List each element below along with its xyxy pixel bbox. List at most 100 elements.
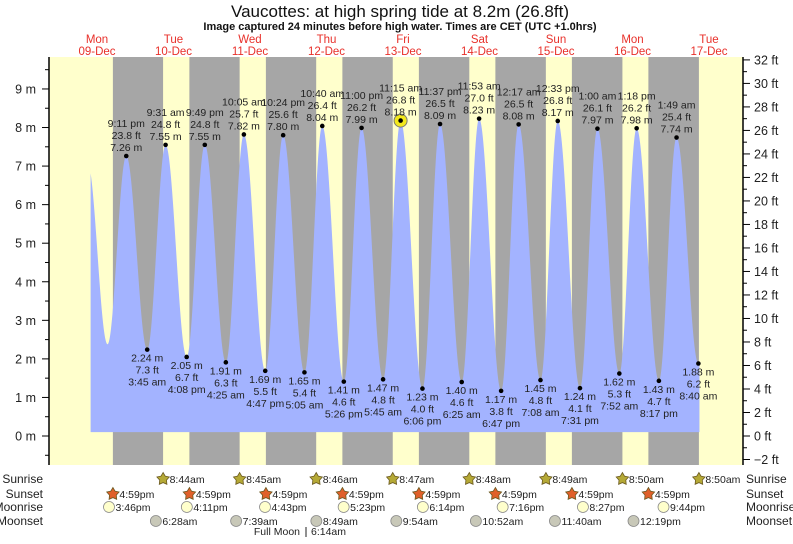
sunrise-time: 8:47am bbox=[399, 474, 434, 486]
sunrise-time: 8:44am bbox=[170, 474, 205, 486]
tide-point bbox=[516, 122, 521, 127]
sunset-time: 4:59pm bbox=[196, 489, 231, 501]
sunrise-row-label-right: Sunrise bbox=[746, 472, 787, 486]
left-tick-label: 2 m bbox=[15, 352, 36, 366]
moonrise-time: 6:14pm bbox=[429, 502, 464, 514]
tide-label-m-label: 1.23 m bbox=[406, 392, 438, 404]
tide-label-time: 11:15 am bbox=[379, 83, 422, 95]
tide-label-time: 7:08 am bbox=[522, 407, 560, 419]
sunrise-star-icon bbox=[309, 471, 324, 485]
right-tick-label: 28 ft bbox=[754, 100, 779, 114]
tide-label-time: 11:53 am bbox=[458, 81, 501, 93]
moonrise-event: 7:16pm bbox=[496, 501, 544, 514]
sunrise-time: 8:46am bbox=[323, 474, 358, 486]
right-tick-label: 12 ft bbox=[754, 288, 779, 302]
day-label-dow: Mon bbox=[86, 34, 108, 46]
sunset-star-icon bbox=[182, 486, 197, 500]
tide-label-ft: 26.5 ft bbox=[504, 98, 533, 110]
tide-label-time: 6:47 pm bbox=[482, 418, 520, 430]
tide-label-m-label: 7.97 m bbox=[581, 115, 613, 127]
sunset-time: 4:59pm bbox=[349, 489, 384, 501]
tide-point bbox=[634, 125, 639, 131]
right-tick-label: 20 ft bbox=[754, 194, 779, 208]
moonset-event: 10:52am bbox=[469, 515, 524, 528]
moonset-time: 11:40am bbox=[561, 516, 601, 528]
tide-label-ft: 25.7 ft bbox=[229, 108, 258, 120]
tide-label-ft: 4.6 ft bbox=[332, 397, 355, 409]
tide-label-ft: 26.8 ft bbox=[543, 95, 572, 107]
day-label-date: 09-Dec bbox=[78, 46, 115, 58]
sunset-star-icon bbox=[564, 486, 579, 500]
tide-label-ft: 4.6 ft bbox=[450, 397, 473, 409]
moonrise-time: 3:46pm bbox=[116, 502, 151, 514]
moonset-moon-icon bbox=[310, 515, 323, 527]
right-tick-label: 0 ft bbox=[754, 430, 772, 444]
tide-point bbox=[359, 125, 364, 131]
tide-label-m-label: 7.74 m bbox=[660, 124, 692, 136]
tide-label-time: 1:49 am bbox=[658, 100, 696, 112]
sunset-star-icon bbox=[105, 486, 120, 500]
tide-label-time: 9:11 pm bbox=[108, 118, 145, 130]
sunset-time: 4:59pm bbox=[578, 489, 613, 501]
right-tick-label: −2 ft bbox=[754, 453, 779, 467]
moonrise-row-label-left: Moonrise bbox=[0, 500, 43, 514]
moonset-event: 9:54am bbox=[390, 515, 438, 528]
low-tide-marker: 1.24 m4.1 ft7:31 pm bbox=[561, 385, 599, 427]
sunrise-event: 8:44am bbox=[156, 471, 205, 486]
sun-moon-events: SunriseSunriseSunsetSunsetMoonriseMoonri… bbox=[0, 471, 793, 538]
tide-label-m-label: 7.99 m bbox=[346, 114, 378, 126]
tide-label-time: 5:05 am bbox=[285, 399, 323, 411]
sunrise-time: 8:50am bbox=[629, 474, 664, 486]
moonset-event: 11:40am bbox=[549, 515, 602, 528]
tide-label-time: 8:40 am bbox=[679, 391, 717, 403]
tide-label-ft: 25.4 ft bbox=[662, 112, 691, 124]
moonrise-row-label-right: Moonrise bbox=[746, 500, 793, 514]
tide-point bbox=[437, 121, 443, 127]
tide-label-m-label: 1.24 m bbox=[564, 391, 596, 403]
low-tide-marker: 1.91 m6.3 ft4:25 am bbox=[207, 360, 245, 401]
sunset-event: 4:59pm bbox=[258, 486, 308, 501]
tide-point bbox=[555, 118, 561, 124]
tide-label-ft: 4.8 ft bbox=[371, 394, 394, 406]
low-tide-marker: 1.17 m3.8 ft6:47 pm bbox=[482, 388, 520, 430]
tide-point bbox=[341, 379, 347, 384]
moonrise-moon-icon bbox=[103, 501, 115, 513]
low-tide-marker: 2.24 m7.3 ft3:45 am bbox=[128, 347, 166, 389]
tide-point bbox=[202, 142, 208, 148]
sunset-star-icon bbox=[411, 486, 426, 500]
tide-label-time: 9:49 pm bbox=[186, 107, 224, 119]
tide-point bbox=[163, 142, 168, 148]
tide-label-m-label: 7.98 m bbox=[621, 114, 653, 126]
tide-label-ft: 26.1 ft bbox=[583, 103, 612, 115]
sunset-row-label-right: Sunset bbox=[746, 487, 784, 501]
tide-point bbox=[476, 116, 482, 121]
tide-label-ft: 6.3 ft bbox=[214, 377, 237, 389]
day-label-date: 13-Dec bbox=[384, 46, 421, 58]
tide-point bbox=[223, 360, 229, 365]
sunrise-star-icon bbox=[232, 471, 247, 485]
tide-label-time: 1:18 pm bbox=[618, 90, 656, 102]
moonset-event: 7:39am bbox=[230, 515, 278, 528]
left-tick-label: 7 m bbox=[15, 160, 36, 174]
moonset-moon-icon bbox=[230, 515, 243, 527]
moonset-event: 8:49am bbox=[310, 515, 358, 528]
tide-label-m-label: 1.45 m bbox=[524, 383, 556, 395]
moonset-row-label-left: Moonset bbox=[0, 514, 44, 528]
tide-label-m-label: 8.18 m bbox=[385, 107, 417, 119]
sunset-star-icon bbox=[258, 486, 273, 500]
moonset-time: 7:39am bbox=[243, 516, 278, 528]
tide-label-m-label: 1.41 m bbox=[328, 385, 360, 397]
low-tide-marker: 1.43 m4.7 ft8:17 pm bbox=[640, 378, 678, 420]
tide-label-ft: 24.8 ft bbox=[151, 119, 180, 131]
low-tide-marker: 1.69 m5.5 ft4:47 pm bbox=[246, 368, 284, 410]
tide-label-time: 9:31 am bbox=[147, 107, 185, 119]
right-tick-label: 30 ft bbox=[754, 77, 779, 91]
day-label-dow: Sun bbox=[546, 34, 566, 46]
tide-label-m-label: 2.24 m bbox=[131, 353, 163, 365]
tide-label-time: 6:06 pm bbox=[403, 416, 441, 428]
